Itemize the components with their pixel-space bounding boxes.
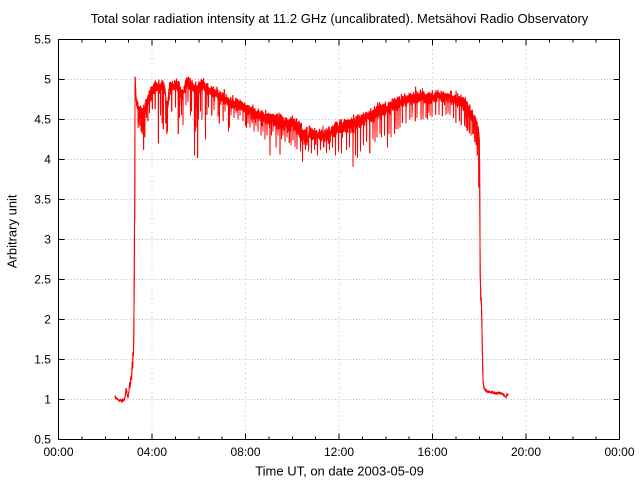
svg-text:4: 4 — [44, 153, 51, 167]
svg-text:1: 1 — [44, 393, 51, 407]
svg-text:3: 3 — [44, 233, 51, 247]
svg-text:2: 2 — [44, 313, 51, 327]
svg-text:20:00: 20:00 — [511, 445, 541, 459]
svg-text:08:00: 08:00 — [230, 445, 260, 459]
svg-text:2.5: 2.5 — [34, 273, 51, 287]
svg-text:5: 5 — [44, 73, 51, 87]
svg-text:3.5: 3.5 — [34, 193, 51, 207]
svg-text:1.5: 1.5 — [34, 353, 51, 367]
svg-text:5.5: 5.5 — [34, 33, 51, 47]
svg-text:00:00: 00:00 — [43, 445, 73, 459]
svg-text:4.5: 4.5 — [34, 113, 51, 127]
svg-text:0.5: 0.5 — [34, 433, 51, 447]
svg-text:Time UT, on date 2003-05-09: Time UT, on date 2003-05-09 — [255, 464, 424, 479]
svg-text:12:00: 12:00 — [324, 445, 354, 459]
svg-text:16:00: 16:00 — [417, 445, 447, 459]
svg-text:04:00: 04:00 — [137, 445, 167, 459]
svg-text:Arbitrary unit: Arbitrary unit — [5, 194, 20, 268]
svg-text:00:00: 00:00 — [604, 445, 634, 459]
svg-text:Total solar radiation intensit: Total solar radiation intensity at 11.2 … — [91, 11, 589, 26]
